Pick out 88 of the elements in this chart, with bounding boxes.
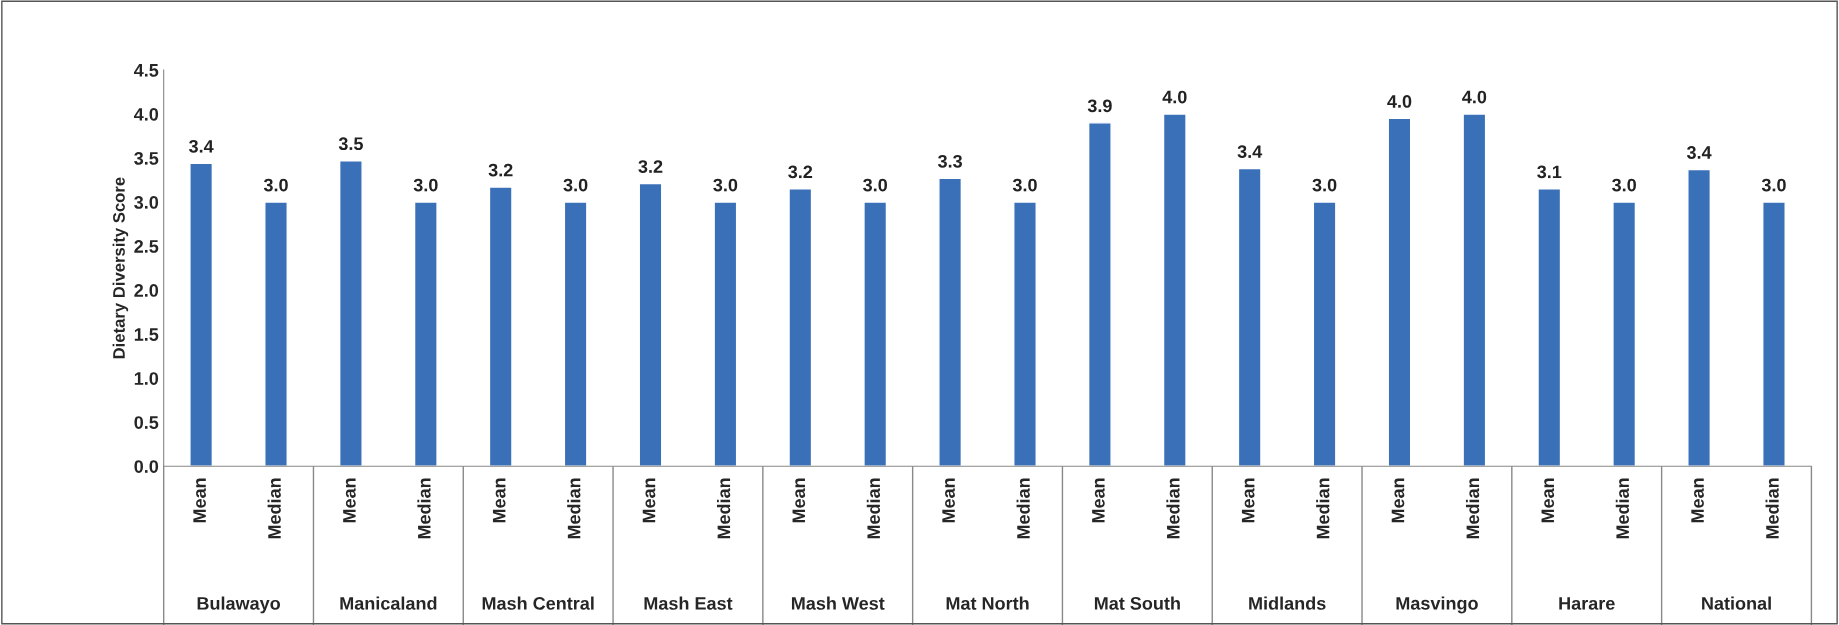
x-tick-label: Mean: [1691, 478, 1704, 523]
x-tick-label: Median: [567, 478, 581, 539]
x-tick-label: Mean: [1241, 478, 1255, 523]
x-tick-label: Median: [1615, 478, 1630, 539]
bar: [863, 201, 888, 467]
y-tick-label: 2.0: [134, 284, 159, 297]
y-tick-label: 3.5: [134, 151, 159, 165]
bar: [1462, 113, 1487, 467]
bar: [338, 160, 363, 467]
bar: [1162, 113, 1187, 467]
bar: [788, 188, 813, 467]
x-tick-label: Median: [417, 478, 431, 539]
text: Midlands: [1249, 596, 1326, 610]
y-tick-label: 3.0: [134, 196, 159, 209]
text: Mat South: [1094, 596, 1180, 610]
data-label: 3.9: [1087, 99, 1112, 113]
data-label: 3.4: [1237, 145, 1263, 159]
data-label: 3.5: [338, 137, 363, 151]
bar: [1013, 201, 1037, 467]
x-tick-label: Mean: [1541, 478, 1555, 523]
data-label: 4.0: [1387, 95, 1412, 108]
text: Manicaland: [340, 596, 437, 610]
data-label: 3.2: [488, 163, 513, 177]
x-tick-label: Median: [267, 478, 281, 539]
data-label: 3.0: [863, 178, 888, 192]
bar: [938, 177, 963, 467]
bar: [1387, 117, 1412, 467]
text: Mat North: [946, 596, 1029, 610]
x-tick-label: Mean: [492, 478, 506, 523]
text: Bulawayo: [197, 596, 281, 614]
x-tick-label: Mean: [1391, 478, 1405, 523]
data-label: 3.3: [937, 154, 962, 168]
x-tick-label: Mean: [642, 478, 656, 523]
bar: [638, 182, 663, 467]
text: National: [1702, 596, 1771, 610]
data-label: 3.0: [563, 178, 588, 192]
data-label: 3.4: [1686, 146, 1712, 159]
data-label: 3.2: [788, 165, 813, 179]
bar: [488, 186, 513, 467]
y-tick-label: 2.5: [134, 240, 159, 253]
data-label: 4.0: [1462, 90, 1487, 104]
x-tick-label: Median: [866, 478, 881, 539]
bar: [563, 201, 588, 467]
text: Mash West: [791, 596, 885, 610]
data-label: 4.0: [1162, 90, 1187, 104]
data-label: 3.0: [1761, 178, 1786, 192]
x-tick-label: Median: [1316, 478, 1330, 539]
y-tick-label: 0.5: [134, 416, 159, 429]
bar: [713, 201, 738, 467]
data-label: 3.0: [1312, 178, 1337, 192]
x-tick-label: Median: [1166, 478, 1180, 539]
bar: [1687, 168, 1711, 467]
bar: [1237, 167, 1262, 467]
y-axis-title: Dietary Diversity Score: [112, 177, 129, 359]
text: Mash Central: [482, 596, 594, 610]
x-tick-label: Mean: [343, 478, 356, 523]
data-label: 3.0: [1012, 178, 1037, 192]
text: Mash East: [644, 596, 733, 610]
y-tick-label: 1.5: [134, 328, 159, 341]
y-tick-label: 4.5: [133, 64, 159, 77]
bar: [1087, 122, 1112, 467]
data-label: 3.4: [188, 139, 214, 153]
bar: [1762, 201, 1786, 467]
bar: [264, 201, 288, 467]
bar: [1612, 201, 1637, 467]
text: Harare: [1559, 597, 1615, 610]
bar: [1537, 188, 1562, 467]
data-label: 3.0: [1612, 178, 1636, 192]
data-label: 3.0: [413, 178, 438, 192]
text: Masvingo: [1396, 596, 1478, 614]
x-tick-label: Median: [1765, 478, 1779, 539]
x-tick-label: Median: [1016, 478, 1030, 539]
bar: [1312, 201, 1337, 467]
y-tick-label: 0.0: [134, 460, 159, 473]
data-label: 3.0: [713, 178, 738, 192]
data-label: 3.1: [1537, 165, 1562, 179]
bar: [189, 162, 214, 467]
x-tick-label: Median: [716, 478, 731, 539]
x-tick-label: Mean: [792, 478, 806, 523]
x-tick-label: Median: [1465, 478, 1480, 539]
x-tick-label: Mean: [1092, 478, 1105, 523]
y-tick-label: 1.0: [134, 372, 159, 385]
x-tick-label: Mean: [193, 478, 206, 523]
x-tick-label: Mean: [942, 478, 955, 523]
y-tick-label: 4.0: [133, 107, 159, 121]
bar: [413, 201, 438, 467]
data-label: 3.0: [263, 178, 288, 192]
data-label: 3.2: [638, 160, 663, 173]
